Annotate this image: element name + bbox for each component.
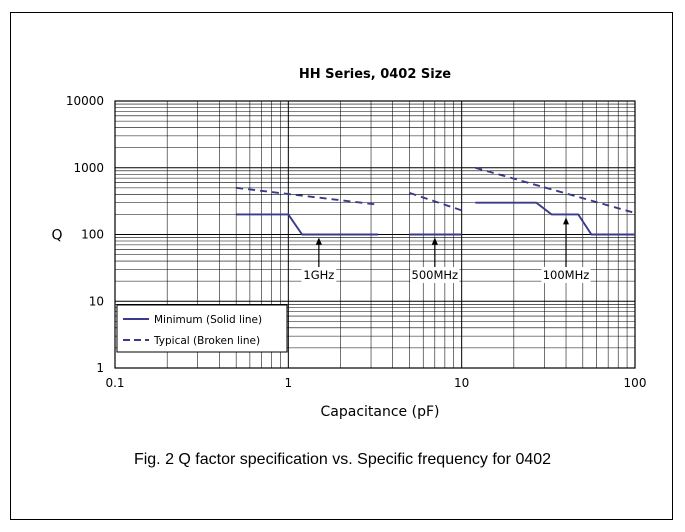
x-tick-label: 0.1: [105, 376, 124, 390]
legend-box: [116, 304, 288, 353]
legend-entry-typical: Typical (Broken line): [153, 335, 260, 347]
annotation-background: [301, 267, 337, 283]
series-layer: [236, 166, 636, 236]
figure-frame: [10, 12, 673, 520]
x-tick-label: 100: [624, 376, 647, 390]
y-tick-labels: 1 10 100 1000 10000: [66, 94, 104, 375]
annotation-label: 100MHz: [543, 268, 590, 282]
chart-title: HH Series, 0402 Size: [299, 67, 451, 82]
legend: Minimum (Solid line) Typical (Broken lin…: [116, 304, 288, 353]
typical-series-line: [236, 186, 379, 206]
annotation-arrow-head: [563, 217, 570, 225]
typical-series-line: [409, 191, 463, 212]
y-tick-label: 1000: [73, 161, 104, 175]
x-tick-label: 1: [285, 376, 293, 390]
annotation-background: [410, 267, 460, 283]
y-axis-label: Q: [51, 228, 62, 244]
figure-caption: Fig. 2 Q factor specification vs. Specif…: [133, 451, 552, 468]
y-tick-label: 10000: [66, 94, 104, 108]
annotation-arrow-head: [431, 237, 438, 245]
annotations: 1GHz 500MHz 100MHz: [301, 217, 591, 283]
y-tick-label: 1: [96, 361, 104, 375]
minimum-series-line: [475, 201, 635, 236]
x-tick-label: 10: [454, 376, 469, 390]
y-tick-label: 10: [89, 294, 104, 308]
x-tick-labels: 0.1 1 10 100: [105, 376, 646, 390]
legend-entry-minimum: Minimum (Solid line): [154, 314, 262, 326]
annotation-label: 500MHz: [412, 268, 459, 282]
x-axis-label: Capacitance (pF): [321, 404, 440, 420]
annotation-label: 1GHz: [303, 268, 334, 282]
annotation-arrow-head: [315, 237, 322, 245]
y-tick-label: 100: [81, 228, 104, 242]
minimum-series-line: [236, 213, 379, 236]
annotation-background: [541, 267, 591, 283]
typical-series-line: [475, 166, 636, 214]
